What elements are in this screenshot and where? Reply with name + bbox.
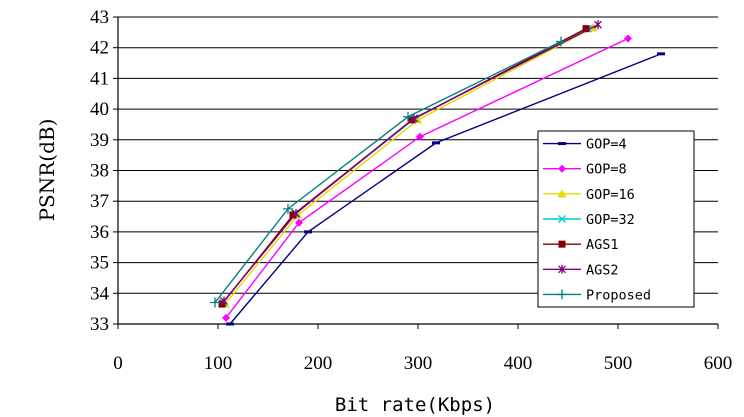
- data-point: [210, 297, 220, 308]
- series-line: [225, 37, 629, 319]
- legend-label: AGS2: [586, 262, 619, 278]
- data-point: [289, 211, 297, 219]
- legend-label: GOP=16: [586, 187, 635, 203]
- series-lines: [210, 20, 665, 326]
- y-tick-label: 40: [90, 99, 109, 120]
- legend-marker: [557, 289, 567, 300]
- x-tick-label: 400: [504, 353, 533, 374]
- data-point: [222, 313, 230, 322]
- data-point: [283, 203, 293, 214]
- series-4: [219, 24, 592, 307]
- y-tick-labels: 33 34 35 36 37 38 39 40 41 42 43: [90, 7, 110, 335]
- legend-label: GOP=32: [586, 212, 635, 228]
- series-2: [222, 34, 632, 322]
- legend-item: GOP=4: [543, 137, 627, 153]
- series-line: [222, 28, 589, 303]
- legend-item: Proposed: [543, 287, 651, 303]
- legend-item: GOP=32: [543, 212, 635, 228]
- data-point: [295, 218, 303, 227]
- legend-label: GOP=8: [586, 162, 627, 178]
- legend-label: AGS1: [586, 237, 619, 253]
- data-point: [292, 208, 300, 218]
- legend-item: GOP=8: [543, 162, 627, 178]
- data-point: [416, 132, 424, 141]
- y-tick-label: 42: [90, 38, 109, 59]
- axes: [113, 16, 719, 329]
- data-point: [594, 20, 602, 30]
- y-tick-label: 34: [90, 283, 110, 304]
- y-tick-label: 41: [90, 68, 109, 89]
- legend: GOP=4 GOP=8 GOP=16 GOP=32 AGS1 AGS2 Proposed: [537, 130, 695, 308]
- legend-marker: [557, 189, 567, 198]
- legend-label: GOP=4: [586, 137, 627, 153]
- x-tick-label: 300: [404, 353, 433, 374]
- legend-label: Proposed: [586, 287, 651, 303]
- series-line: [224, 27, 594, 305]
- series-5: [218, 25, 590, 308]
- series-line: [229, 53, 662, 325]
- legend-marker: [558, 215, 566, 223]
- x-tick-labels: 0 100 200 300 400 500 600: [113, 353, 732, 374]
- y-tick-label: 38: [90, 161, 109, 182]
- series-1: [226, 52, 665, 326]
- y-tick-label: 37: [90, 191, 109, 212]
- x-tick-label: 0: [113, 353, 123, 374]
- series-line: [223, 24, 599, 302]
- legend-item: AGS1: [543, 237, 619, 253]
- y-tick-label: 43: [90, 7, 109, 28]
- data-point: [582, 25, 590, 33]
- grid-lines: [118, 16, 718, 325]
- y-tick-label: 39: [90, 130, 109, 151]
- data-point: [220, 296, 228, 306]
- data-point: [413, 115, 423, 124]
- x-tick-label: 500: [604, 353, 633, 374]
- y-tick-label: 33: [90, 314, 109, 335]
- series-7: [210, 36, 566, 308]
- data-point: [218, 300, 226, 308]
- x-tick-label: 600: [704, 353, 733, 374]
- series-6: [220, 20, 602, 306]
- y-tick-label: 36: [90, 222, 109, 243]
- legend-item: GOP=16: [543, 187, 635, 203]
- y-axis-label: PSNR(dB): [35, 119, 59, 222]
- data-point: [403, 111, 413, 122]
- legend-marker: [558, 240, 566, 248]
- data-point: [624, 34, 632, 43]
- legend-marker: [558, 164, 566, 173]
- x-axis-label: Bit rate(Kbps): [335, 394, 495, 416]
- legend-marker: [558, 264, 566, 274]
- y-tick-label: 35: [90, 253, 109, 274]
- series-line: [214, 40, 562, 303]
- x-tick-label: 100: [204, 353, 233, 374]
- data-point: [556, 36, 566, 47]
- legend-item: AGS2: [543, 262, 619, 278]
- data-point: [410, 113, 418, 123]
- x-tick-label: 200: [304, 353, 333, 374]
